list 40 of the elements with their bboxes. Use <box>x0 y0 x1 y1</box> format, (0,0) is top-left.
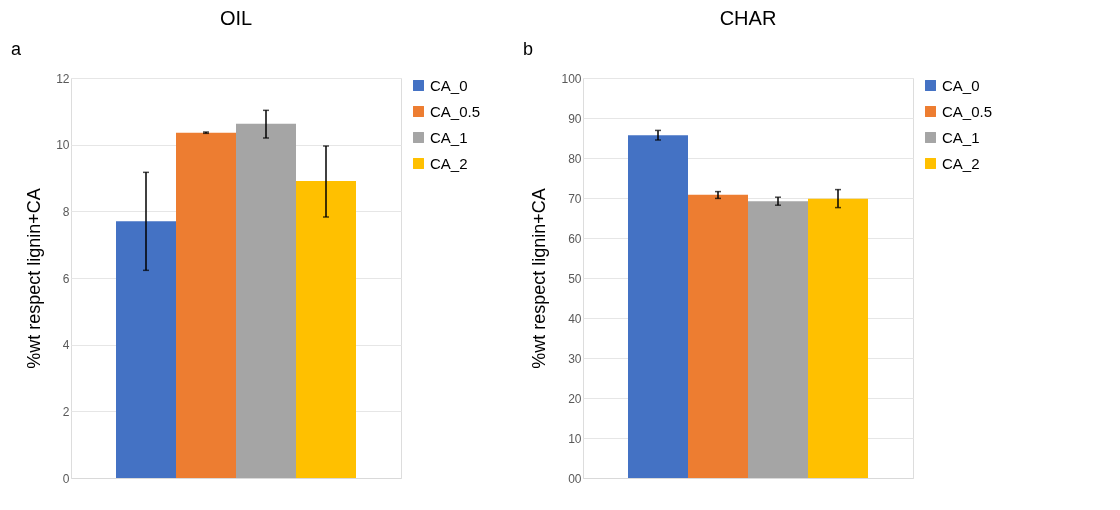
legend-label: CA_1 <box>430 128 468 146</box>
y-tick-label: 100 <box>561 71 582 86</box>
y-tick-label: 00 <box>568 471 582 486</box>
legend-label: CA_0 <box>942 76 980 94</box>
bar <box>688 194 748 478</box>
text: b <box>523 39 534 59</box>
bar <box>176 132 236 478</box>
y-tick-label: 2 <box>62 404 70 419</box>
legend-label: CA_1 <box>942 128 980 146</box>
y-tick-label: 20 <box>568 391 582 406</box>
y-tick-label: 0 <box>62 471 70 486</box>
y-tick-label: 40 <box>568 311 582 326</box>
y-tick-label: 60 <box>568 231 582 246</box>
bar <box>236 123 296 478</box>
y-tick-label: 90 <box>568 111 582 126</box>
y-axis-title: %wt respect lignin+CA <box>529 188 550 369</box>
y-tick-label: 70 <box>568 191 582 206</box>
y-tick-label: 10 <box>56 138 70 153</box>
bar <box>116 221 176 478</box>
y-tick-label: 12 <box>56 71 70 86</box>
bar <box>808 198 868 478</box>
text: a <box>11 39 22 59</box>
chart-title: CHAR <box>719 7 777 29</box>
legend-label: CA_2 <box>942 154 980 172</box>
bar <box>296 181 356 478</box>
bar <box>748 201 808 478</box>
legend-label: CA_2 <box>430 154 468 172</box>
y-tick-label: 10 <box>568 431 582 446</box>
y-tick-label: 4 <box>62 338 70 353</box>
y-tick-label: 8 <box>62 204 70 219</box>
legend-label: CA_0.5 <box>942 102 993 120</box>
y-tick-label: 6 <box>62 271 70 286</box>
y-tick-label: 30 <box>568 351 582 366</box>
bar <box>628 135 688 478</box>
legend-label: CA_0 <box>430 76 468 94</box>
y-tick-label: 80 <box>568 151 582 166</box>
y-axis-title: %wt respect lignin+CA <box>24 188 45 369</box>
y-tick-label: 50 <box>568 271 582 286</box>
legend-label: CA_0.5 <box>430 102 481 120</box>
chart-title: OIL <box>219 7 253 29</box>
